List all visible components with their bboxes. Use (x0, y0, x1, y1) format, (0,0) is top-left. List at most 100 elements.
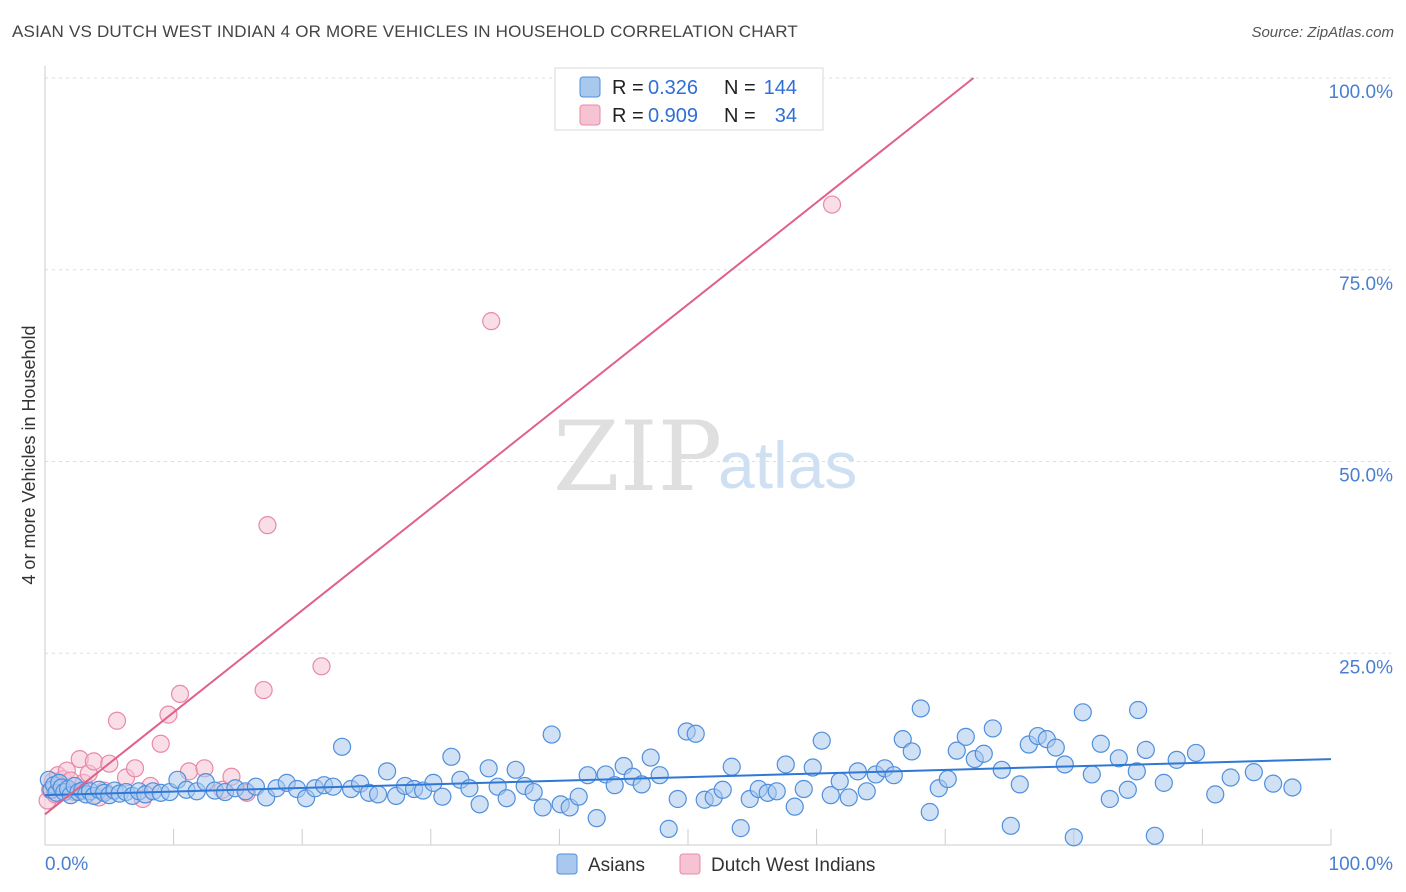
data-point (839, 788, 858, 807)
grid-lines (45, 77, 1391, 654)
data-point (776, 755, 795, 774)
data-point (569, 787, 588, 806)
trend-lines (44, 77, 1332, 816)
data-point (1082, 765, 1101, 784)
y-axis-title: 4 or more Vehicles in Household (19, 325, 39, 584)
data-point (542, 725, 561, 744)
legend-r-value: 0.909 (648, 105, 698, 127)
data-point (258, 516, 277, 535)
data-point (794, 779, 813, 799)
data-point (1127, 762, 1146, 781)
data-point (920, 802, 939, 822)
x-tick-label-right: 100.0% (1329, 854, 1394, 875)
data-point (686, 724, 705, 743)
bottom-legend-label: Dutch West Indians (711, 855, 875, 876)
data-point (830, 772, 849, 791)
data-point (1100, 789, 1119, 809)
data-point (578, 766, 597, 785)
legend-r-value: 0.326 (648, 77, 698, 99)
data-point (368, 785, 388, 804)
data-point (1055, 755, 1074, 774)
legend-n-value: 144 (764, 77, 797, 99)
data-point (722, 757, 741, 776)
data-point (713, 780, 732, 799)
data-point (1091, 734, 1110, 753)
legend-swatch-pink (579, 104, 601, 126)
data-point (433, 787, 452, 806)
data-point (785, 797, 804, 816)
data-point (893, 730, 912, 749)
chart-title: ASIAN VS DUTCH WEST INDIAN 4 OR MORE VEH… (12, 22, 798, 41)
data-point (1264, 774, 1283, 793)
trend-line-dutch-west-indians (44, 77, 975, 816)
data-point (1244, 763, 1263, 782)
data-point (884, 766, 903, 785)
watermark: ZIP atlas (553, 401, 857, 513)
data-point (470, 795, 489, 814)
y-tick-label: 75.0% (1339, 274, 1393, 295)
data-point (84, 752, 103, 771)
data-point (332, 737, 352, 756)
y-tick-label: 50.0% (1339, 466, 1393, 487)
data-point (1136, 740, 1155, 759)
data-point (1109, 749, 1128, 768)
data-point (479, 759, 498, 778)
data-point (767, 782, 786, 801)
data-point (947, 741, 966, 760)
data-point (659, 819, 678, 838)
legend-n-label: N = (724, 105, 756, 127)
data-point (668, 789, 687, 809)
y-tick-label: 100.0% (1329, 82, 1394, 103)
data-point (1073, 703, 1092, 722)
data-point (938, 769, 957, 789)
data-point (1186, 743, 1206, 763)
data-point (312, 657, 331, 676)
source-label: Source: ZipAtlas.com (1251, 24, 1394, 41)
data-point (1010, 775, 1029, 794)
data-point (983, 719, 1002, 738)
axes (44, 66, 1332, 846)
data-point (1128, 700, 1148, 720)
data-point (812, 731, 831, 750)
data-point (1118, 780, 1137, 799)
data-point (533, 798, 552, 817)
data-point (107, 711, 127, 730)
legend-r-label: R = (612, 105, 644, 127)
data-point (956, 727, 975, 746)
data-point (1001, 816, 1020, 835)
bottom-legend-swatch-pink (679, 853, 701, 875)
data-point (857, 782, 876, 801)
data-point (170, 684, 190, 704)
data-point (1046, 738, 1065, 757)
data-point (442, 747, 461, 766)
data-point (151, 734, 170, 753)
data-point (822, 195, 842, 214)
watermark-atlas: atlas (718, 428, 857, 502)
data-point (1064, 828, 1083, 847)
data-point (911, 699, 930, 718)
data-point (992, 760, 1011, 779)
data-point (254, 680, 273, 700)
data-point (377, 762, 397, 781)
data-point (821, 786, 840, 805)
data-point (803, 758, 822, 777)
data-point (424, 773, 443, 792)
legend-swatch-blue (579, 76, 601, 98)
y-tick-labels: 25.0% 50.0% 75.0% 100.0% (1329, 82, 1394, 678)
trend-line-asians (44, 758, 1332, 797)
x-tick-labels: 0.0% 100.0% (45, 854, 1393, 875)
legend-n-value: 34 (775, 105, 797, 127)
data-point (1283, 778, 1302, 797)
data-point (1206, 785, 1225, 804)
data-point (1221, 768, 1240, 787)
data-point (125, 759, 145, 778)
data-point (731, 819, 750, 838)
data-point (524, 782, 543, 802)
data-point (632, 775, 651, 794)
bottom-legend: Asians Dutch West Indians (556, 853, 875, 876)
data-point (1145, 826, 1164, 845)
bottom-legend-swatch-blue (556, 853, 578, 875)
x-tick-label-left: 0.0% (45, 854, 88, 875)
bottom-legend-label: Asians (588, 855, 645, 876)
